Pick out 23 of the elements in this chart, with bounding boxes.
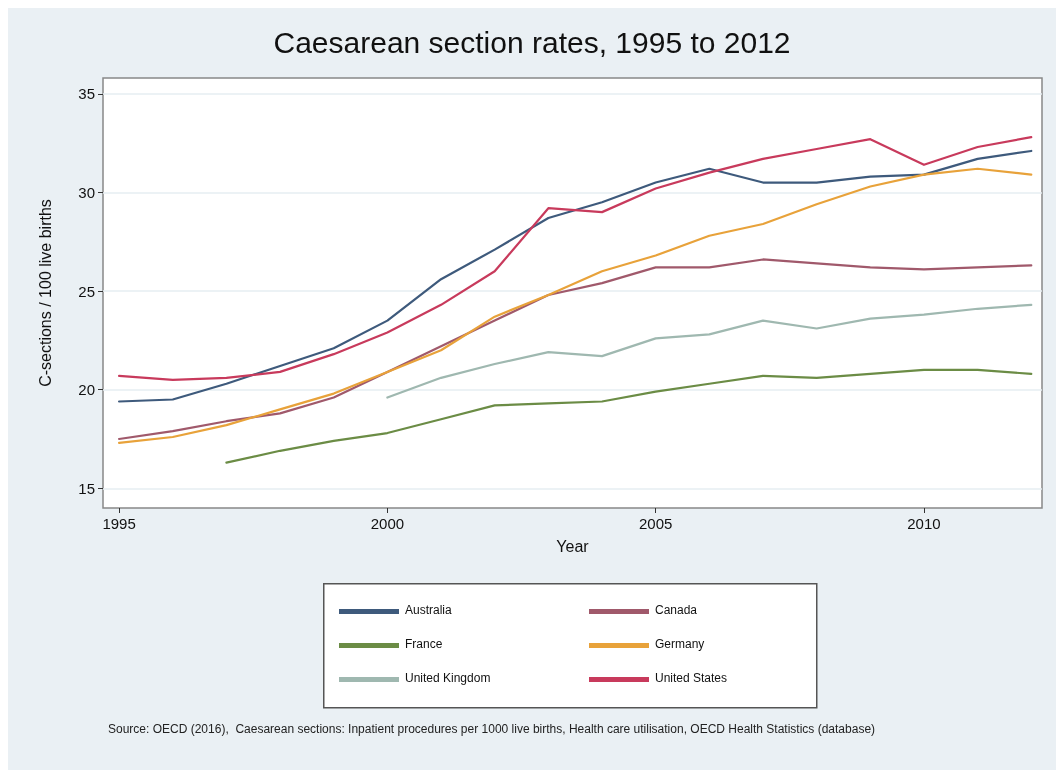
legend-label: Australia: [405, 603, 453, 617]
legend-label: Germany: [655, 637, 705, 651]
y-tick-label: 15: [78, 479, 95, 497]
chart-title: Caesarean section rates, 1995 to 2012: [273, 25, 791, 59]
legend-label: United States: [655, 671, 728, 685]
x-tick-label: 1995: [102, 515, 136, 532]
x-tick-label: 2005: [638, 515, 673, 532]
source-note: Source: OECD (2016), Caesarean sections: Inpatient procedures per 1000 live births, Health care utilisation, OECD Health Statistics (database): [108, 721, 876, 736]
line-series: [225, 368, 1033, 464]
y-axis-title: C-sections / 100 live births: [36, 199, 54, 387]
line-series: [118, 167, 1033, 445]
x-axis-title: Year: [556, 537, 590, 555]
x-tick-label: 2010: [907, 515, 941, 532]
x-tick-label: 2000: [370, 515, 405, 532]
legend-label: United Kingdom: [405, 671, 491, 685]
y-tick-label: 25: [78, 282, 95, 300]
y-tick-label: 20: [78, 381, 95, 399]
line-series: [118, 258, 1033, 441]
line-series: [386, 303, 1033, 399]
y-tick-label: 30: [78, 183, 95, 201]
legend-label: Canada: [655, 603, 698, 617]
y-tick-label: 35: [78, 85, 95, 103]
legend-label: France: [405, 637, 443, 651]
